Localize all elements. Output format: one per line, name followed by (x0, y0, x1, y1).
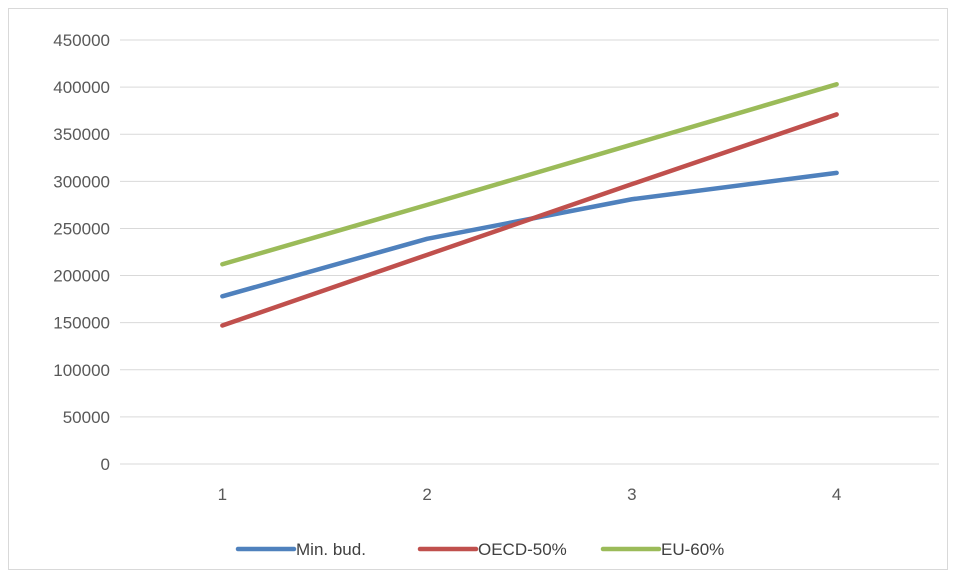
legend-label: OECD-50% (478, 540, 567, 559)
series-line-oecd-50 (220, 112, 839, 328)
x-axis-tick-labels: 1 2 3 4 (218, 485, 842, 504)
x-tick-label: 4 (832, 485, 841, 504)
y-tick-label: 450000 (53, 31, 110, 50)
legend: Min. bud. OECD-50% EU-60% (235, 540, 724, 559)
x-tick-label: 2 (422, 485, 431, 504)
x-tick-label: 1 (218, 485, 227, 504)
y-tick-label: 50000 (63, 408, 110, 427)
y-axis-tick-labels: 0 50000 100000 150000 200000 250000 300000 3500… (53, 31, 110, 474)
series-lines (220, 82, 839, 328)
y-tick-label: 100000 (53, 361, 110, 380)
chart-frame (8, 8, 948, 570)
y-tick-label: 200000 (53, 267, 110, 286)
legend-label: Min. bud. (296, 540, 366, 559)
y-tick-label: 250000 (53, 219, 110, 238)
y-tick-label: 0 (101, 455, 110, 474)
y-tick-label: 150000 (53, 314, 110, 333)
y-tick-label: 300000 (53, 172, 110, 191)
x-tick-label: 3 (627, 485, 636, 504)
y-tick-label: 400000 (53, 78, 110, 97)
legend-label: EU-60% (661, 540, 724, 559)
gridlines (120, 39, 939, 465)
y-tick-label: 350000 (53, 125, 110, 144)
series-line-min-bud (220, 170, 839, 299)
series-line-eu-60 (220, 82, 839, 267)
